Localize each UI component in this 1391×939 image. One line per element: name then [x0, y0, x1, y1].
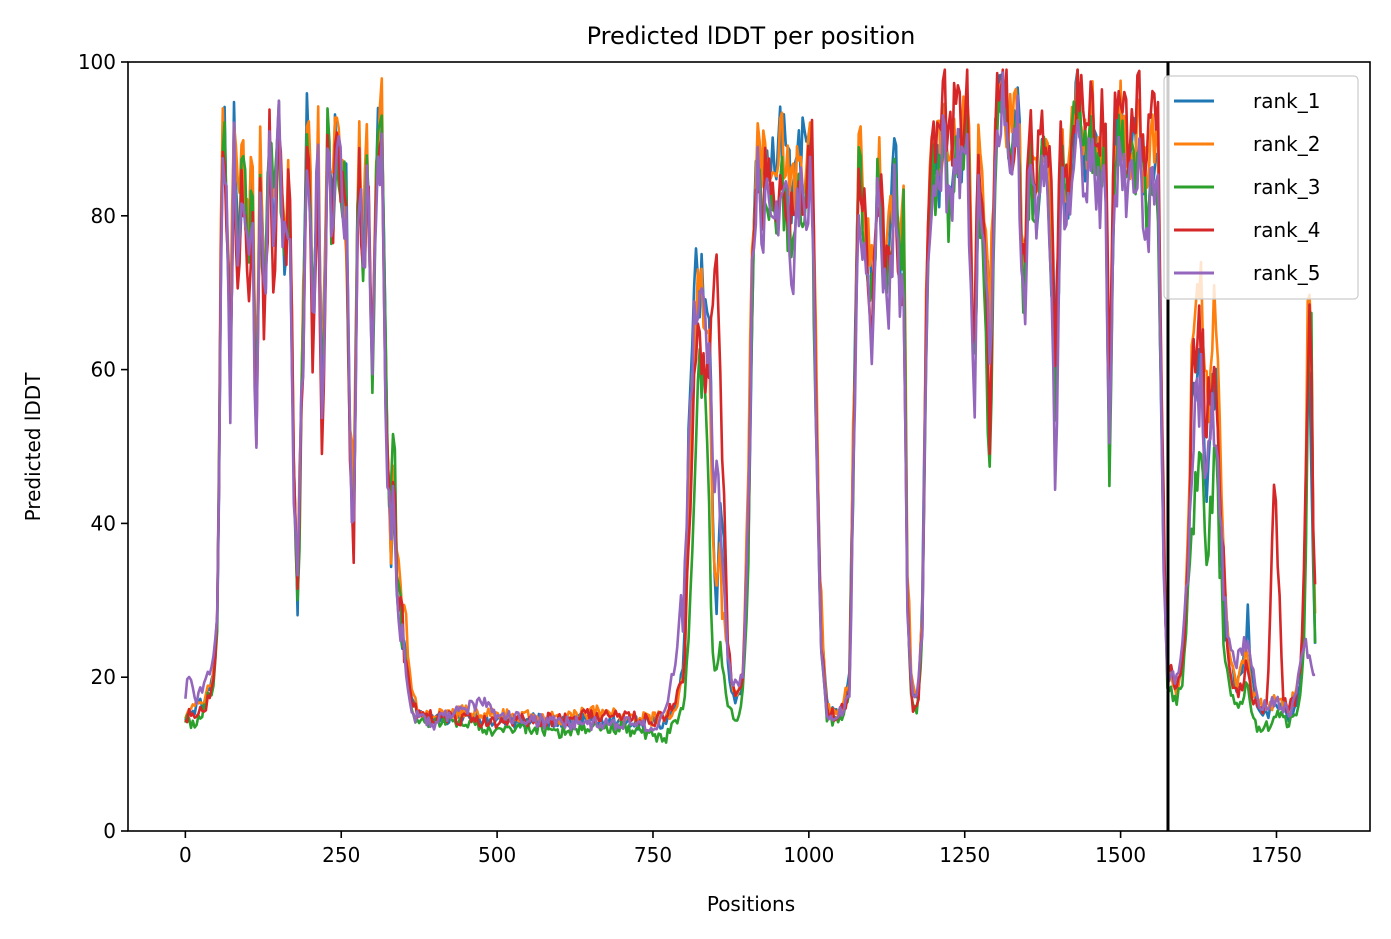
x-axis: 0 250 500 750 1000 1250 1500 1750 [179, 831, 1302, 867]
legend-label-rank_5: rank_5 [1253, 261, 1320, 285]
legend-label-rank_4: rank_4 [1253, 218, 1320, 242]
x-tick-label: 500 [478, 843, 516, 867]
y-tick-label: 60 [91, 358, 116, 382]
x-tick-label: 0 [179, 843, 192, 867]
chart-title: Predicted lDDT per position [587, 22, 916, 50]
legend-label-rank_1: rank_1 [1253, 89, 1320, 113]
y-axis: 0 20 40 60 80 100 [78, 50, 128, 843]
x-tick-label: 1000 [783, 843, 834, 867]
plot-frame [127, 61, 1371, 832]
x-tick-label: 1250 [939, 843, 990, 867]
x-axis-label: Positions [707, 892, 795, 916]
legend: rank_1 rank_2 rank_3 rank_4 rank_5 [1163, 75, 1359, 300]
legend-label-rank_3: rank_3 [1253, 175, 1320, 199]
y-tick-label: 0 [103, 819, 116, 843]
series-layer [184, 68, 1317, 744]
y-tick-label: 40 [91, 511, 116, 535]
series-line-rank_5 [184, 71, 1316, 733]
y-axis-label: Predicted lDDT [21, 372, 45, 522]
x-tick-label: 1750 [1251, 843, 1302, 867]
legend-frame [1163, 75, 1359, 300]
legend-label-rank_2: rank_2 [1253, 132, 1320, 156]
x-tick-label: 1500 [1095, 843, 1146, 867]
y-tick-label: 20 [91, 665, 116, 689]
x-tick-label: 750 [634, 843, 672, 867]
y-tick-label: 80 [91, 204, 116, 228]
x-tick-label: 250 [322, 843, 360, 867]
y-tick-label: 100 [78, 50, 116, 74]
